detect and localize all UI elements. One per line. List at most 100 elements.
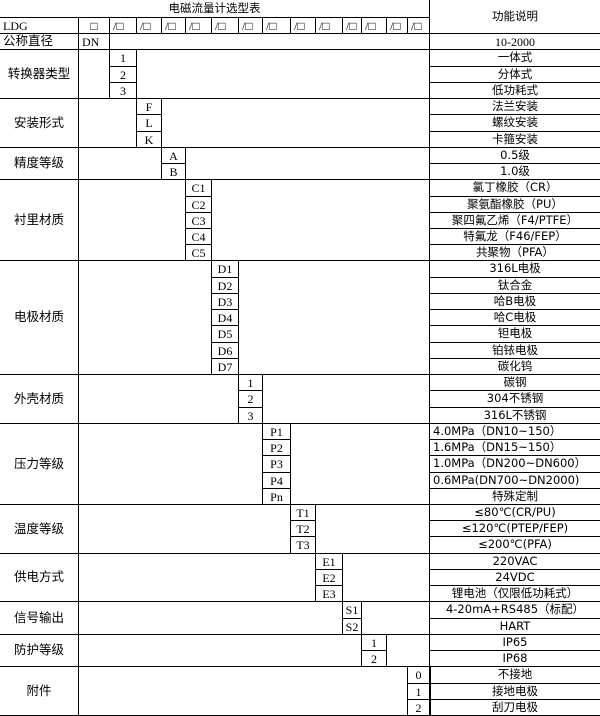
option-code: P3 — [262, 455, 291, 473]
option-description: 聚氨酯橡胶（PU） — [429, 196, 600, 213]
option-code: P2 — [262, 439, 291, 456]
option-description: 锂电池（仅限低功耗式） — [429, 585, 600, 602]
option-code: 2 — [361, 650, 387, 667]
model-box: /□ — [361, 17, 387, 34]
option-code: 1 — [361, 634, 387, 651]
option-code: A — [161, 147, 186, 164]
nominal-diameter-description: 10-2000 — [429, 33, 600, 50]
blank-cell — [342, 553, 430, 602]
model-box: /□ — [238, 17, 263, 34]
blank-cell — [78, 147, 162, 180]
group-label: 信号输出 — [0, 601, 79, 635]
option-code: C4 — [185, 228, 212, 245]
model-box: /□ — [211, 17, 239, 34]
option-code: F — [136, 98, 162, 115]
nominal-diameter-label: 公称直径 — [0, 33, 79, 50]
blank-cell — [361, 601, 430, 635]
blank-cell — [290, 423, 430, 505]
blank-cell — [78, 98, 137, 148]
group-label: 转换器类型 — [0, 49, 79, 99]
blank-cell — [78, 49, 110, 99]
blank-cell — [78, 553, 316, 602]
model-code: LDG — [0, 17, 79, 34]
group-label: 精度等级 — [0, 147, 79, 180]
option-description: ≤120℃(PTEP/FEP) — [429, 520, 600, 537]
option-description: 分体式 — [429, 66, 600, 83]
blank-cell — [78, 666, 408, 716]
blank-cell — [315, 504, 430, 554]
option-code: D1 — [211, 260, 239, 278]
blank-cell — [78, 634, 362, 667]
model-box: /□ — [136, 17, 162, 34]
option-description: 特氟龙（F46/FEP） — [429, 228, 600, 245]
option-description: 低功耗式 — [429, 82, 600, 99]
option-description: 碳钢 — [429, 374, 600, 391]
option-code: C5 — [185, 244, 212, 261]
option-code: 2 — [407, 699, 430, 716]
option-description: 4-20mA+RS485（标配） — [429, 601, 600, 619]
blank-cell — [78, 504, 291, 554]
option-description: 1.6MPa（DN15~150） — [429, 439, 600, 456]
model-box: /□ — [315, 17, 343, 34]
group-label: 附件 — [0, 666, 79, 716]
blank-cell — [161, 98, 430, 148]
option-code: S2 — [342, 618, 362, 635]
option-code: T2 — [290, 520, 316, 537]
group-label: 压力等级 — [0, 423, 79, 505]
option-description: 24VDC — [429, 569, 600, 586]
option-description: 304不锈钢 — [429, 390, 600, 408]
option-description: HART — [429, 618, 600, 635]
option-description: 4.0MPa（DN10~150） — [429, 423, 600, 440]
blank-cell — [185, 147, 430, 180]
model-box: /□ — [407, 17, 430, 34]
option-code: 0 — [407, 666, 430, 684]
option-description: 一体式 — [429, 49, 600, 67]
option-description: IP68 — [429, 650, 600, 667]
option-description: 刮刀电极 — [429, 699, 600, 716]
group-label: 安装形式 — [0, 98, 79, 148]
option-code: 2 — [109, 66, 137, 83]
blank-cell — [238, 260, 430, 375]
option-description: 1.0级 — [429, 163, 600, 180]
option-code: 1 — [238, 374, 263, 391]
group-label: 电极材质 — [0, 260, 79, 375]
blank-cell — [211, 179, 430, 261]
option-code: C3 — [185, 212, 212, 229]
option-code: T3 — [290, 536, 316, 554]
model-box: /□ — [342, 17, 362, 34]
model-box: /□ — [290, 17, 316, 34]
option-description: 聚四氟乙烯（F4/PTFE） — [429, 212, 600, 229]
option-description: ≤80℃(CR/PU) — [429, 504, 600, 521]
option-description: 特殊定制 — [429, 488, 600, 505]
option-description: 钽电极 — [429, 325, 600, 343]
option-code: Pn — [262, 488, 291, 505]
option-code: E2 — [315, 569, 343, 586]
option-code: K — [136, 131, 162, 148]
option-description: 0.5级 — [429, 147, 600, 164]
group-label: 外壳材质 — [0, 374, 79, 424]
option-code: C1 — [185, 179, 212, 197]
option-code: S1 — [342, 601, 362, 619]
option-code: D6 — [211, 342, 239, 359]
option-code: 1 — [407, 683, 430, 700]
group-label: 防护等级 — [0, 634, 79, 667]
option-description: 碳化钨 — [429, 358, 600, 375]
option-description: IP65 — [429, 634, 600, 651]
option-code: P1 — [262, 423, 291, 440]
option-description: 钛合金 — [429, 277, 600, 294]
blank-cell — [109, 33, 430, 50]
option-description: 316L电极 — [429, 260, 600, 278]
blank-cell — [78, 374, 239, 424]
option-code: 3 — [238, 407, 263, 424]
blank-cell — [386, 634, 430, 667]
blank-cell — [262, 374, 430, 424]
option-code: 2 — [238, 390, 263, 408]
option-description: 共聚物（PFA） — [429, 244, 600, 261]
model-box: /□ — [262, 17, 291, 34]
option-code: P4 — [262, 472, 291, 489]
option-description: 螺纹安装 — [429, 114, 600, 132]
blank-cell — [78, 179, 186, 261]
option-description: 不接地 — [429, 666, 600, 684]
group-label: 衬里材质 — [0, 179, 79, 261]
option-code: C2 — [185, 196, 212, 213]
